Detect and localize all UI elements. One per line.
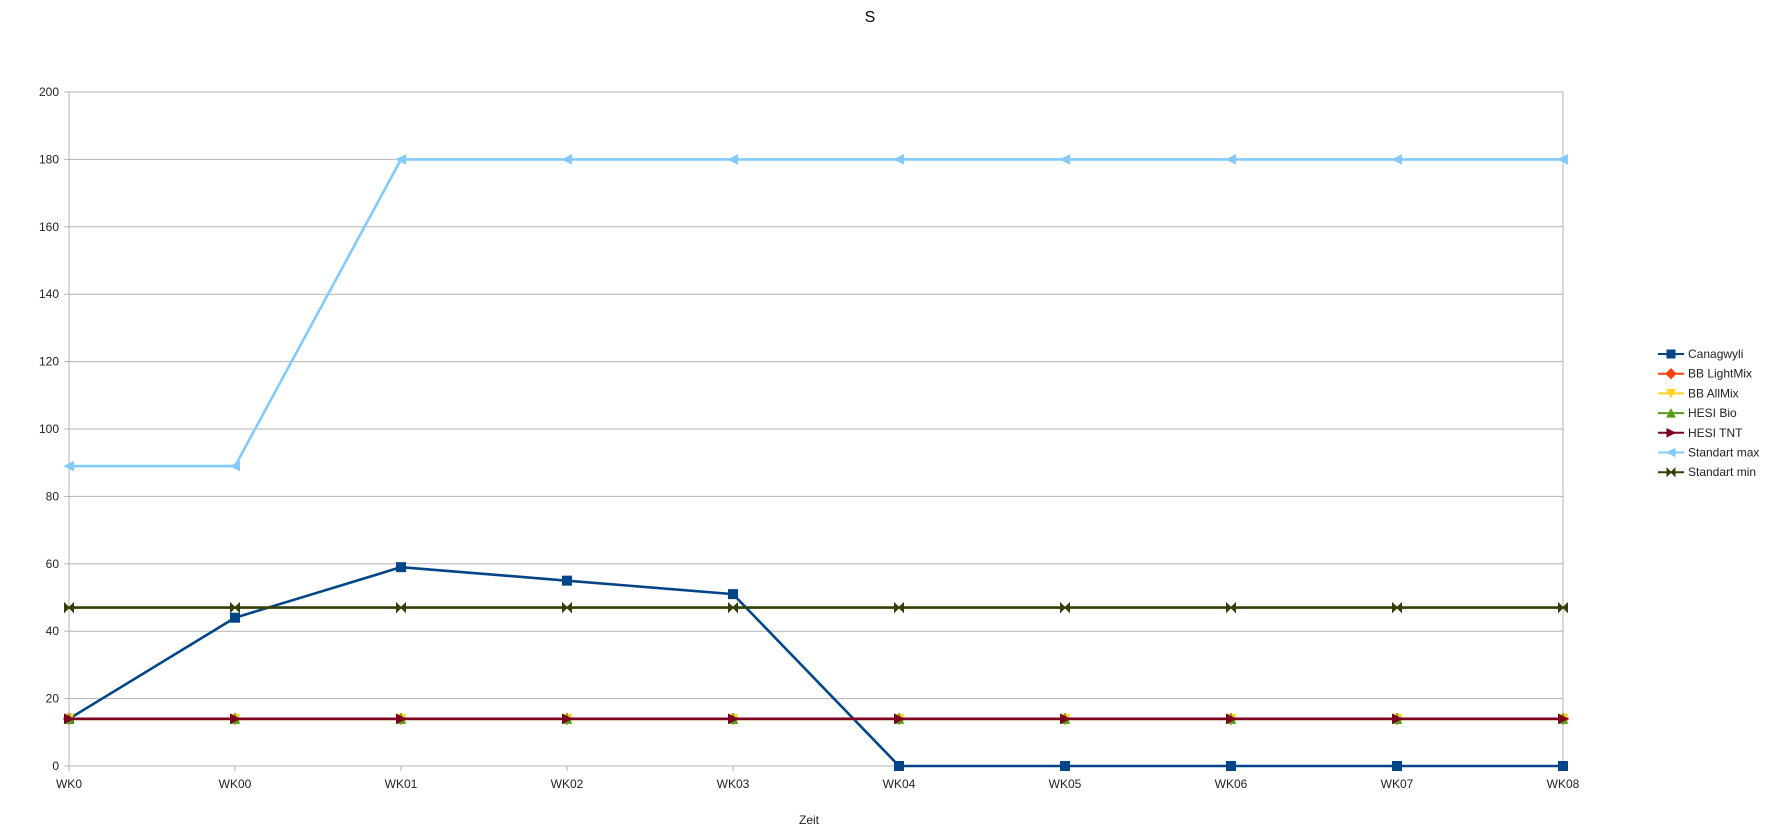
data-point (64, 713, 75, 725)
y-tick-label: 160 (39, 220, 59, 234)
data-point (894, 601, 904, 614)
data-point (396, 562, 406, 573)
data-point (1558, 713, 1569, 725)
y-tick-label: 80 (46, 489, 60, 503)
x-axis-label: Zeit (799, 813, 820, 827)
data-point (1226, 761, 1236, 771)
x-tick-label: WK07 (1381, 777, 1414, 791)
data-point (562, 601, 572, 614)
data-point (1558, 761, 1568, 771)
legend-label: Standart max (1688, 446, 1759, 460)
data-point (1226, 713, 1237, 725)
y-tick-label: 0 (52, 759, 59, 773)
x-tick-label: WK0 (56, 777, 82, 791)
legend-marker (1666, 407, 1676, 418)
y-tick-label: 60 (46, 557, 60, 571)
data-point (1226, 601, 1236, 614)
series-canagwyli (64, 562, 1568, 771)
data-point (562, 713, 573, 725)
x-tick-label: WK02 (551, 777, 584, 791)
data-point (1392, 601, 1402, 614)
x-tick-label: WK03 (717, 777, 750, 791)
legend-item: HESI Bio (1658, 406, 1737, 420)
x-tick-label: WK05 (1049, 777, 1082, 791)
data-point (396, 713, 407, 725)
legend-item: Canagwyli (1658, 347, 1743, 361)
legend-label: BB LightMix (1688, 367, 1752, 381)
data-point (893, 154, 904, 165)
legend-label: HESI TNT (1688, 426, 1743, 440)
series-line (69, 158, 1563, 468)
legend-label: HESI Bio (1688, 406, 1737, 420)
data-point (64, 601, 74, 614)
data-point (728, 601, 738, 614)
data-point (1060, 713, 1071, 725)
y-tick-label: 100 (39, 422, 59, 436)
legend-marker (1665, 367, 1677, 380)
x-tick-label: WK00 (219, 777, 252, 791)
data-point (727, 154, 738, 165)
legend-marker (1666, 466, 1676, 478)
series-hesi-tnt (64, 713, 1569, 725)
data-point (894, 713, 905, 725)
data-point (230, 612, 240, 623)
legend-item: HESI TNT (1658, 426, 1743, 440)
data-point (728, 589, 738, 600)
data-point (395, 154, 406, 165)
data-point (230, 713, 241, 725)
y-tick-label: 140 (39, 287, 59, 301)
legend-marker (1666, 427, 1677, 438)
legend-marker (1666, 388, 1676, 399)
legend-label: Standart min (1688, 465, 1756, 479)
series-standart-max (63, 154, 1568, 472)
data-point (562, 575, 572, 586)
data-point (1060, 601, 1070, 614)
y-axis-ticks: 0 20 40 60 80 100 120 140 160 180 200 (39, 85, 69, 773)
data-point (728, 713, 739, 725)
legend-marker (1665, 447, 1676, 458)
legend-label: BB AllMix (1688, 386, 1739, 400)
legend-item: BB AllMix (1658, 386, 1739, 400)
x-axis-ticks: WK0 WK00 WK01 WK02 WK03 WK04 WK05 WK06 WK07 WK08 (56, 766, 1580, 791)
legend-label: Canagwyli (1688, 347, 1743, 361)
x-tick-label: WK06 (1215, 777, 1248, 791)
data-point (1060, 761, 1070, 771)
data-point (1392, 713, 1403, 725)
data-point (396, 601, 406, 614)
data-point (561, 154, 572, 165)
gridlines (69, 91, 1563, 767)
data-point (1558, 601, 1568, 614)
y-tick-label: 120 (39, 355, 59, 369)
y-tick-label: 180 (39, 152, 59, 166)
data-point (63, 460, 74, 472)
data-point (1392, 761, 1402, 771)
data-point (229, 460, 240, 472)
x-tick-label: WK08 (1547, 777, 1580, 791)
data-point (894, 761, 904, 771)
legend: Canagwyli BB LightMix BB AllMix HESI Bio HES… (1658, 347, 1759, 479)
y-tick-label: 20 (46, 692, 60, 706)
data-point (1225, 154, 1236, 165)
series-standart-min (64, 601, 1568, 614)
legend-item: BB LightMix (1658, 367, 1752, 381)
series-line (68, 565, 1563, 768)
x-tick-label: WK01 (385, 777, 418, 791)
chart-title: S (865, 9, 876, 26)
legend-marker (1666, 349, 1676, 359)
x-tick-label: WK04 (883, 777, 916, 791)
y-tick-label: 40 (46, 624, 60, 638)
legend-item: Standart max (1658, 446, 1759, 460)
data-point (230, 601, 240, 614)
data-point (1557, 154, 1568, 165)
series-group (62, 154, 1570, 771)
data-point (1059, 154, 1070, 165)
y-tick-label: 200 (39, 85, 59, 99)
data-point (1391, 154, 1402, 165)
legend-item: Standart min (1658, 465, 1756, 479)
